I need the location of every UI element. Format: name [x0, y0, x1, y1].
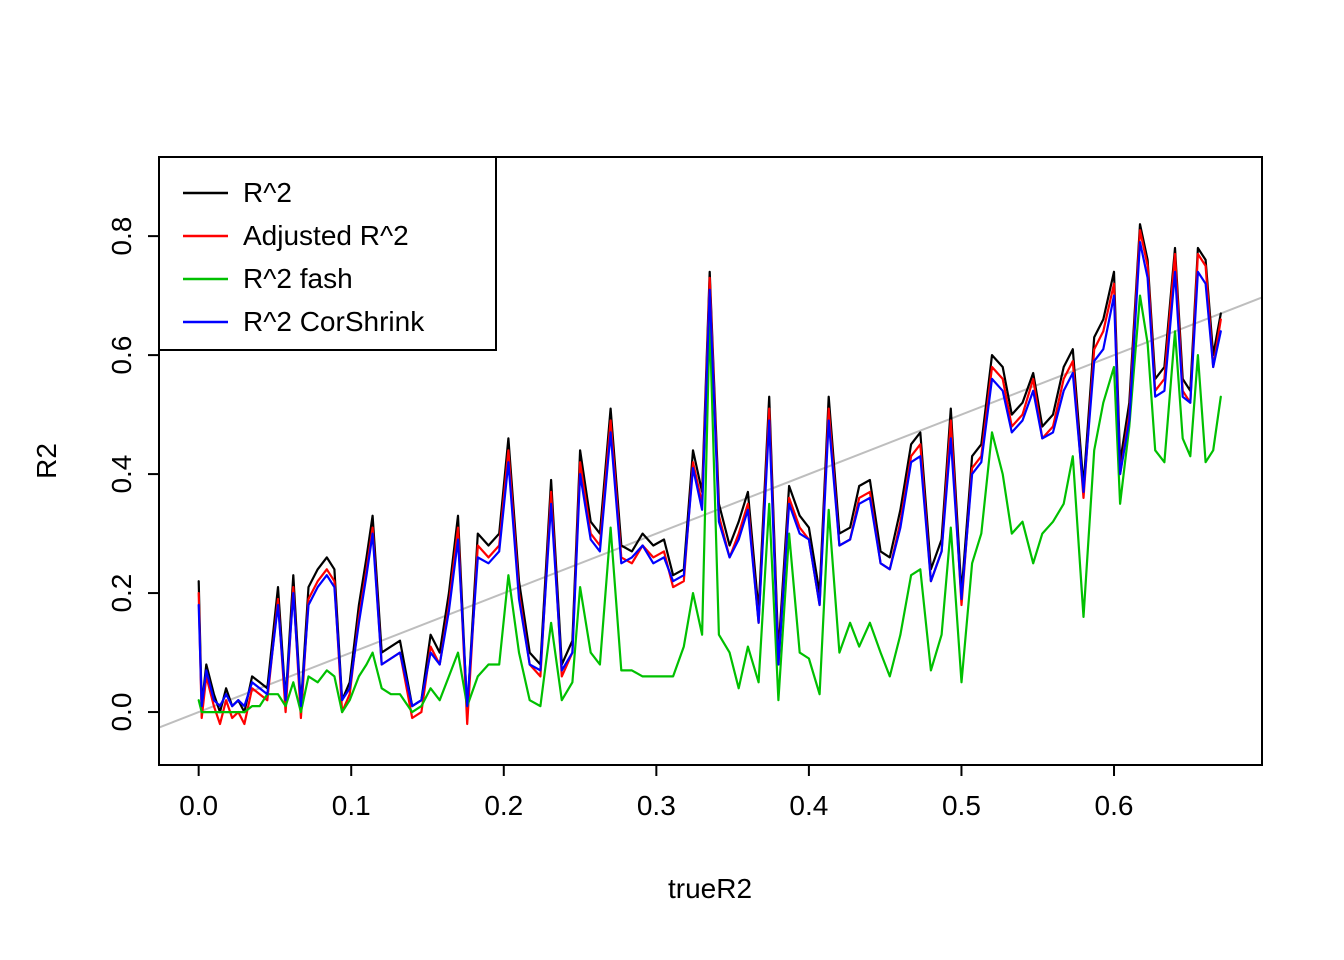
- chart-layer: 0.0 0.1 0.2 0.3 0.4 0.5 0.6 0.0 0.2 0.4 0.6 0.8: [106, 156, 1263, 821]
- y-tick-label: 0.0: [106, 693, 137, 732]
- plot-border: [158, 156, 1263, 766]
- x-tick-label: 0.5: [942, 790, 981, 821]
- y-tick-label: 0.6: [106, 336, 137, 375]
- legend-label-adjusted-r2: Adjusted R^2: [243, 220, 409, 251]
- series-line-r-2-fash: [197, 294, 1222, 714]
- x-tick-label: 0.3: [637, 790, 676, 821]
- legend-label-r2-fash: R^2 fash: [243, 263, 353, 294]
- x-tick-label: 0.1: [332, 790, 371, 821]
- reference-line: [158, 296, 1263, 729]
- x-axis-title: trueR2: [668, 873, 752, 904]
- y-tick-label: 0.4: [106, 455, 137, 494]
- y-tick-label: 0.8: [106, 217, 137, 256]
- y-axis-title: R2: [31, 443, 62, 479]
- legend: R^2 Adjusted R^2 R^2 fash R^2 CorShrink: [158, 156, 497, 351]
- y-tick-label: 0.2: [106, 574, 137, 613]
- x-tick-label: 0.4: [789, 790, 828, 821]
- legend-box: [158, 156, 497, 351]
- x-tick-label: 0.2: [484, 790, 523, 821]
- series-line-r-2-corshrink: [197, 241, 1222, 708]
- legend-label-r2-corshrink: R^2 CorShrink: [243, 306, 425, 337]
- legend-label-r2: R^2: [243, 177, 292, 208]
- x-tick-label: 0.6: [1095, 790, 1134, 821]
- x-tick-label: 0.0: [179, 790, 218, 821]
